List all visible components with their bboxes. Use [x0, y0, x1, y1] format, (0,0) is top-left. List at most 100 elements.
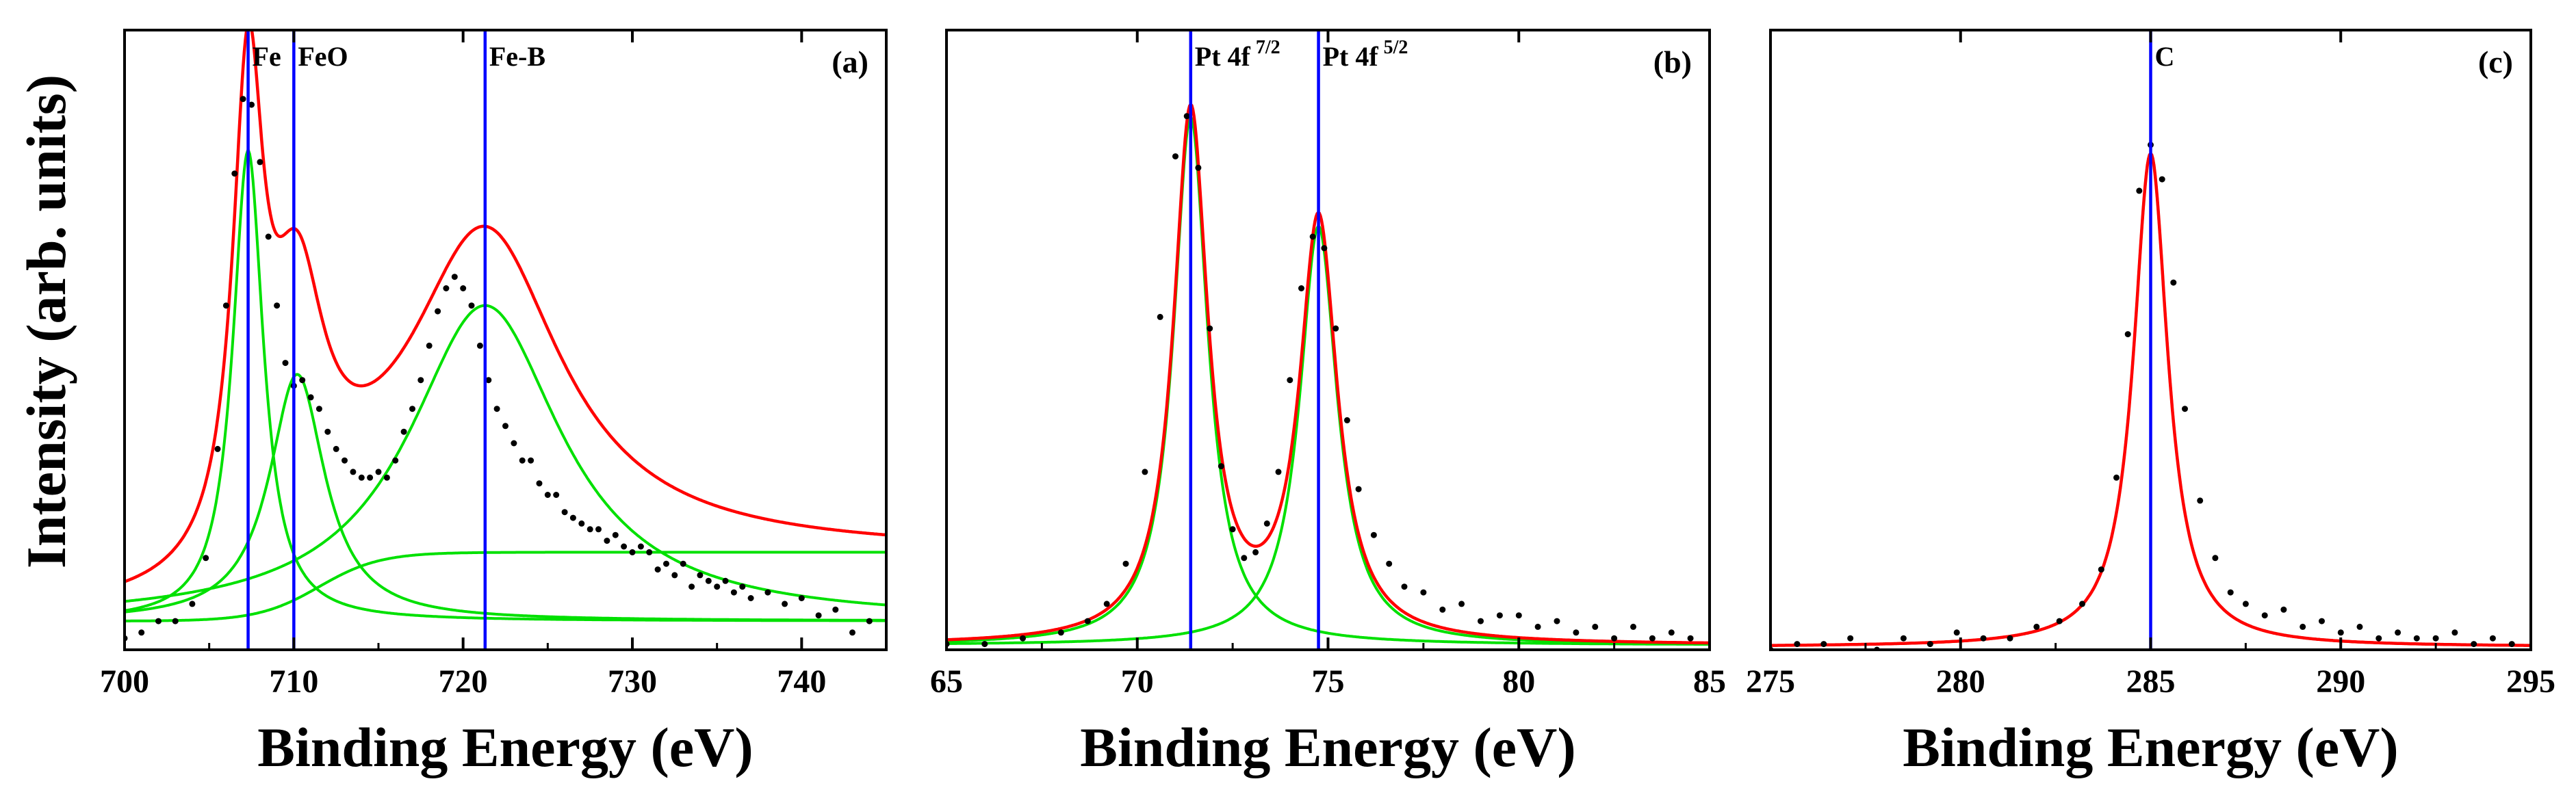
data-point [578, 520, 585, 527]
data-point [1534, 623, 1541, 630]
data-point [595, 526, 602, 533]
data-point [2170, 279, 2177, 286]
data-point [2033, 623, 2040, 630]
data-point [2227, 589, 2234, 596]
data-point [849, 629, 855, 636]
panel-tag: (a) [832, 44, 868, 79]
data-point [1953, 629, 1960, 636]
x-tick-label: 65 [930, 663, 963, 700]
data-point [2124, 331, 2131, 338]
data-point [663, 560, 669, 567]
data-point [485, 377, 492, 384]
data-point [265, 233, 272, 240]
data-point [705, 577, 712, 584]
data-point [2395, 629, 2401, 636]
data-point [629, 549, 636, 555]
data-point [1229, 526, 1236, 533]
data-point [257, 159, 263, 166]
data-point [155, 618, 162, 624]
x-tick-label: 70 [1121, 663, 1154, 700]
data-point [739, 583, 746, 590]
data-point [646, 549, 653, 555]
x-tick-label: 720 [439, 663, 488, 700]
data-point [383, 474, 390, 481]
data-point [1309, 233, 1316, 240]
x-tick-label: 75 [1312, 663, 1345, 700]
data-point [730, 589, 737, 596]
data-point [1103, 601, 1110, 607]
data-point [981, 641, 988, 648]
data-point [782, 601, 788, 607]
data-point [2182, 406, 2188, 412]
reference-label: Pt 4f 7/2 [1195, 37, 1280, 72]
data-point [2300, 623, 2306, 630]
data-point [1343, 417, 1350, 423]
data-point [2471, 641, 2477, 648]
data-point [1057, 629, 1064, 636]
data-point [604, 538, 610, 544]
data-point [569, 514, 576, 521]
data-point [2508, 641, 2515, 648]
data-point [2007, 635, 2013, 642]
x-tick-label: 740 [777, 663, 826, 700]
data-point [2319, 618, 2325, 624]
data-point [544, 492, 551, 498]
data-point [1084, 618, 1091, 624]
data-point [214, 445, 221, 452]
data-point [637, 543, 644, 550]
data-point [1630, 623, 1636, 630]
data-point [451, 274, 458, 280]
panel-3: C 275 280 285 290 295 (c) Binding Energy (eV) [1746, 29, 2555, 778]
data-point [1820, 641, 1827, 648]
data-point [2079, 601, 2085, 607]
component-curve-1 [946, 115, 1710, 646]
data-point [1142, 469, 1148, 475]
data-point [536, 480, 543, 487]
data-point [172, 618, 179, 624]
data-point [274, 302, 281, 309]
data-point [1298, 285, 1304, 291]
data-point [2375, 635, 2382, 642]
data-point [2136, 187, 2143, 194]
data-point [1183, 113, 1190, 120]
data-point [553, 492, 560, 498]
data-point [866, 618, 873, 624]
component-curve-3 [125, 304, 886, 607]
data-point [528, 457, 534, 464]
data-point [231, 170, 238, 177]
x-axis-title: Binding Energy (eV) [1080, 716, 1575, 778]
panel-2: Pt 4f 7/2 Pt 4f 5/2 65 70 75 80 85 (b) Binding Ene… [930, 29, 1726, 778]
data-point [511, 440, 517, 447]
data-point [1321, 245, 1328, 252]
data-point [1496, 612, 1503, 619]
data-point [1263, 520, 1270, 527]
data-point [468, 302, 475, 309]
data-point [1020, 635, 1026, 642]
data-point [333, 445, 339, 452]
data-point [519, 457, 526, 464]
panel-1: Fe FeO Fe-B 700 710 720 730 740 (a) Binding Energ… [100, 29, 888, 778]
data-point [1611, 635, 1618, 642]
data-point [2098, 566, 2104, 573]
x-tick-label: 85 [1693, 663, 1726, 700]
data-point [1515, 612, 1522, 619]
data-point [409, 406, 415, 412]
data-point [240, 96, 246, 103]
data-point [2337, 629, 2344, 636]
plot-frame [945, 29, 1711, 651]
data-point [722, 577, 729, 584]
component-curve-4 [125, 551, 886, 622]
data-point [1275, 469, 1282, 475]
data-point [2432, 635, 2439, 642]
data-point [2159, 176, 2165, 183]
panel-tag: (b) [1653, 44, 1692, 79]
data-point [1980, 635, 1987, 642]
data-point [222, 302, 229, 309]
data-point [1439, 606, 1446, 613]
x-tick-label: 80 [1502, 663, 1535, 700]
data-point [375, 469, 382, 475]
x-tick-label: 730 [608, 663, 657, 700]
x-tick-label: 275 [1746, 663, 1795, 700]
data-point [832, 606, 839, 613]
